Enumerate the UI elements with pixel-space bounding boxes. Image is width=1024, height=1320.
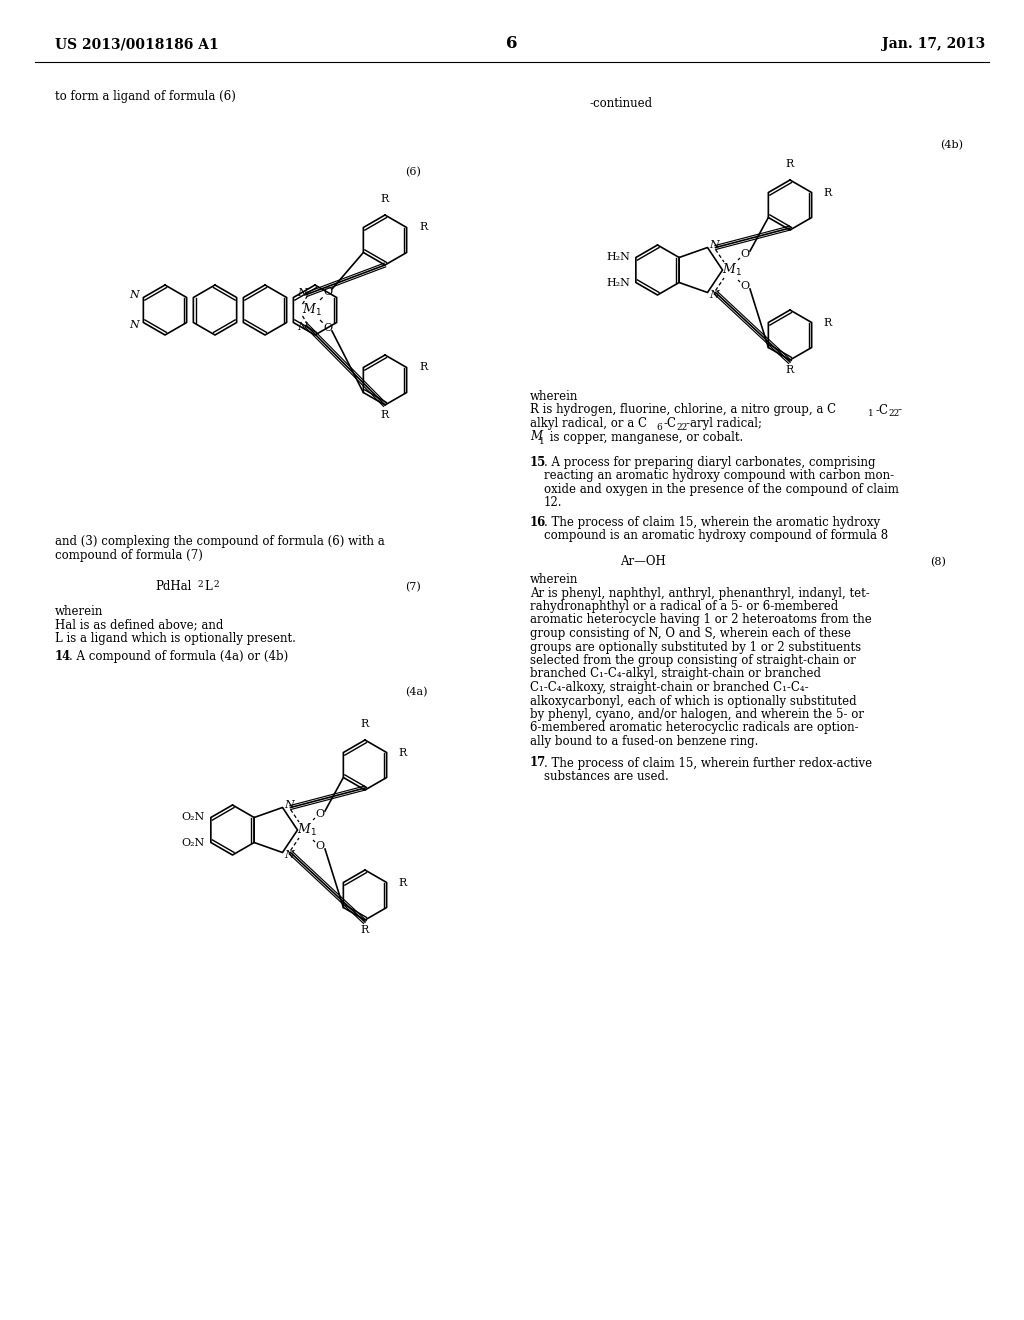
- Text: N: N: [710, 289, 719, 300]
- Text: 16: 16: [530, 516, 546, 529]
- Text: M: M: [530, 430, 542, 444]
- Text: aromatic heterocycle having 1 or 2 heteroatoms from the: aromatic heterocycle having 1 or 2 heter…: [530, 614, 871, 627]
- Text: alkoxycarbonyl, each of which is optionally substituted: alkoxycarbonyl, each of which is optiona…: [530, 694, 857, 708]
- Text: -C: -C: [874, 404, 888, 417]
- Text: ally bound to a fused-on benzene ring.: ally bound to a fused-on benzene ring.: [530, 735, 759, 748]
- Text: 12.: 12.: [544, 496, 562, 510]
- Text: -: -: [898, 404, 902, 417]
- Text: O: O: [740, 249, 750, 259]
- Text: (4a): (4a): [406, 686, 427, 697]
- Text: N: N: [285, 800, 294, 810]
- Text: compound is an aromatic hydroxy compound of formula 8: compound is an aromatic hydroxy compound…: [544, 529, 888, 543]
- Text: 6: 6: [506, 36, 518, 51]
- Text: Jan. 17, 2013: Jan. 17, 2013: [882, 37, 985, 51]
- Text: 15: 15: [530, 455, 546, 469]
- Text: -aryl radical;: -aryl radical;: [686, 417, 762, 430]
- Text: R: R: [360, 925, 369, 935]
- Text: N: N: [710, 240, 719, 251]
- Text: is copper, manganese, or cobalt.: is copper, manganese, or cobalt.: [546, 430, 743, 444]
- Text: 1: 1: [539, 437, 545, 446]
- Text: (8): (8): [930, 557, 946, 568]
- Text: R: R: [398, 878, 407, 887]
- Text: PdHal: PdHal: [155, 579, 191, 593]
- Text: Ar is phenyl, naphthyl, anthryl, phenanthryl, indanyl, tet-: Ar is phenyl, naphthyl, anthryl, phenant…: [530, 586, 869, 599]
- Text: compound of formula (7): compound of formula (7): [55, 549, 203, 561]
- Text: wherein: wherein: [55, 605, 103, 618]
- Text: O₂N: O₂N: [181, 837, 205, 847]
- Text: O: O: [740, 281, 750, 290]
- Text: substances are used.: substances are used.: [544, 770, 669, 783]
- Text: oxide and oxygen in the presence of the compound of claim: oxide and oxygen in the presence of the …: [544, 483, 899, 496]
- Text: R: R: [360, 719, 369, 729]
- Text: . A compound of formula (4a) or (4b): . A compound of formula (4a) or (4b): [69, 649, 288, 663]
- Text: 22: 22: [676, 422, 687, 432]
- Text: R: R: [381, 411, 389, 420]
- Text: R: R: [785, 366, 795, 375]
- Text: R: R: [398, 747, 407, 758]
- Text: selected from the group consisting of straight-chain or: selected from the group consisting of st…: [530, 653, 856, 667]
- Text: . The process of claim 15, wherein further redox-active: . The process of claim 15, wherein furth…: [544, 756, 872, 770]
- Text: O₂N: O₂N: [181, 813, 205, 822]
- Text: R: R: [381, 194, 389, 205]
- Text: -continued: -continued: [590, 96, 653, 110]
- Text: branched C₁-C₄-alkyl, straight-chain or branched: branched C₁-C₄-alkyl, straight-chain or …: [530, 668, 821, 681]
- Text: reacting an aromatic hydroxy compound with carbon mon-: reacting an aromatic hydroxy compound wi…: [544, 470, 894, 483]
- Text: wherein: wherein: [530, 573, 579, 586]
- Text: Hal is as defined above; and: Hal is as defined above; and: [55, 619, 223, 631]
- Text: 2: 2: [213, 579, 219, 589]
- Text: L: L: [204, 579, 212, 593]
- Text: L is a ligand which is optionally present.: L is a ligand which is optionally presen…: [55, 632, 296, 645]
- Text: rahydronaphthyl or a radical of a 5- or 6-membered: rahydronaphthyl or a radical of a 5- or …: [530, 601, 839, 612]
- Text: 17: 17: [530, 756, 546, 770]
- Text: R is hydrogen, fluorine, chlorine, a nitro group, a C: R is hydrogen, fluorine, chlorine, a nit…: [530, 404, 837, 417]
- Text: R: R: [823, 318, 831, 327]
- Text: . The process of claim 15, wherein the aromatic hydroxy: . The process of claim 15, wherein the a…: [544, 516, 880, 529]
- Text: H₂N: H₂N: [606, 252, 630, 263]
- Text: (4b): (4b): [940, 140, 963, 150]
- Text: US 2013/0018186 A1: US 2013/0018186 A1: [55, 37, 219, 51]
- Text: M$_1$: M$_1$: [297, 822, 316, 838]
- Text: 1: 1: [868, 409, 873, 418]
- Text: H₂N: H₂N: [606, 277, 630, 288]
- Text: M$_1$: M$_1$: [302, 302, 322, 318]
- Text: N: N: [130, 321, 139, 330]
- Text: 22: 22: [888, 409, 899, 418]
- Text: and (3) complexing the compound of formula (6) with a: and (3) complexing the compound of formu…: [55, 535, 385, 548]
- Text: -C: -C: [663, 417, 676, 430]
- Text: R: R: [785, 158, 795, 169]
- Text: 6: 6: [656, 422, 662, 432]
- Text: wherein: wherein: [530, 389, 579, 403]
- Text: alkyl radical, or a C: alkyl radical, or a C: [530, 417, 647, 430]
- Text: (6): (6): [406, 166, 421, 177]
- Text: 14: 14: [55, 649, 72, 663]
- Text: . A process for preparing diaryl carbonates, comprising: . A process for preparing diaryl carbona…: [544, 455, 876, 469]
- Text: M$_1$: M$_1$: [722, 261, 742, 279]
- Text: R: R: [420, 223, 428, 232]
- Text: N: N: [285, 850, 294, 859]
- Text: 6-membered aromatic heterocyclic radicals are option-: 6-membered aromatic heterocyclic radical…: [530, 722, 859, 734]
- Text: (7): (7): [406, 582, 421, 591]
- Text: 2: 2: [197, 579, 203, 589]
- Text: O: O: [315, 841, 325, 851]
- Text: N: N: [298, 322, 307, 333]
- Text: O: O: [324, 286, 333, 297]
- Text: O: O: [324, 323, 333, 333]
- Text: R: R: [823, 187, 831, 198]
- Text: by phenyl, cyano, and/or halogen, and wherein the 5- or: by phenyl, cyano, and/or halogen, and wh…: [530, 708, 864, 721]
- Text: O: O: [315, 809, 325, 818]
- Text: groups are optionally substituted by 1 or 2 substituents: groups are optionally substituted by 1 o…: [530, 640, 861, 653]
- Text: to form a ligand of formula (6): to form a ligand of formula (6): [55, 90, 236, 103]
- Text: Ar—OH: Ar—OH: [620, 554, 666, 568]
- Text: C₁-C₄-alkoxy, straight-chain or branched C₁-C₄-: C₁-C₄-alkoxy, straight-chain or branched…: [530, 681, 809, 694]
- Text: N: N: [130, 289, 139, 300]
- Text: R: R: [420, 363, 428, 372]
- Text: group consisting of N, O and S, wherein each of these: group consisting of N, O and S, wherein …: [530, 627, 851, 640]
- Text: N: N: [298, 288, 307, 297]
